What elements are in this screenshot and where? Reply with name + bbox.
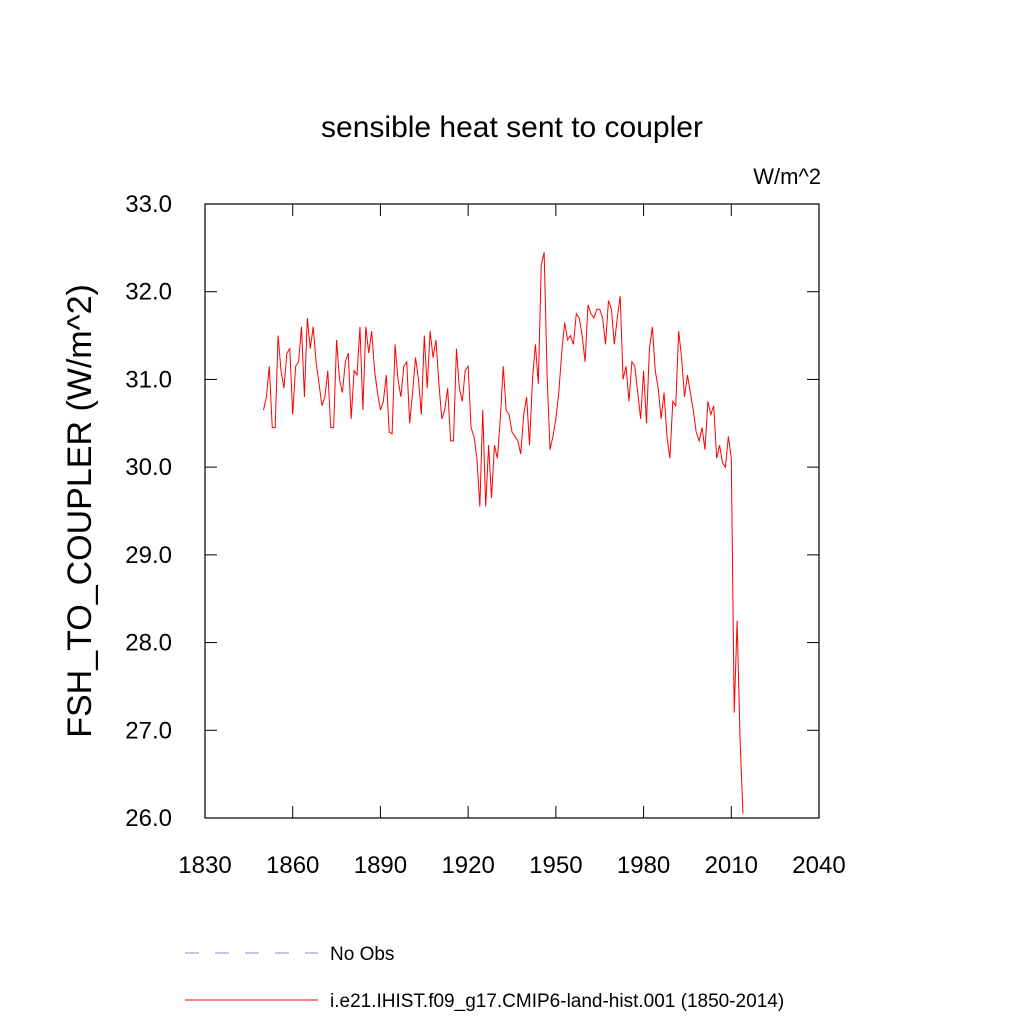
y-tick-label: 31.0 [125,366,172,393]
x-tick-label: 1950 [529,852,582,879]
y-axis-label: FSH_TO_COUPLER (W/m^2) [61,284,99,738]
legend-label: No Obs [330,944,394,965]
y-tick-label: 29.0 [125,542,172,569]
y-tick-label: 33.0 [125,191,172,218]
x-tick-label: 2010 [705,852,758,879]
x-tick-label: 1890 [354,852,407,879]
x-tick-label: 1860 [266,852,319,879]
x-tick-label: 1920 [441,852,494,879]
x-tick-label: 1980 [617,852,670,879]
y-tick-label: 32.0 [125,279,172,306]
x-tick-label: 2040 [792,852,845,879]
data-line [262,252,744,814]
x-tick-label: 1830 [178,852,231,879]
y-tick-label: 27.0 [125,717,172,744]
chart-title: sensible heat sent to coupler [321,111,703,144]
y-tick-label: 28.0 [125,630,172,657]
y-tick-label: 26.0 [125,805,172,832]
legend-label: i.e21.IHIST.f09_g17.CMIP6-land-hist.001 … [330,991,784,1012]
plot-frame [204,203,820,819]
y-tick-label: 30.0 [125,454,172,481]
units-label: W/m^2 [753,164,821,189]
